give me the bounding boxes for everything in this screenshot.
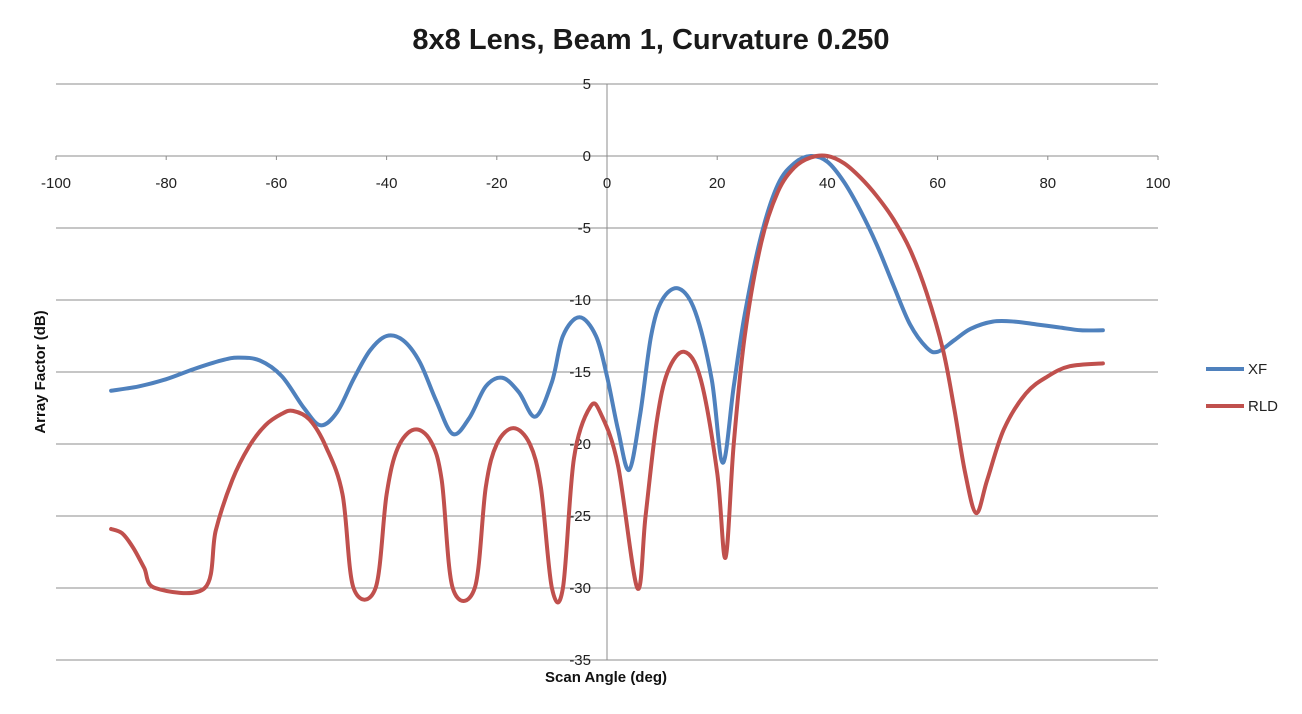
y-tick-label: -25 bbox=[569, 508, 591, 525]
legend-label-rld: RLD bbox=[1248, 398, 1278, 415]
y-tick-label: -30 bbox=[569, 580, 591, 597]
x-tick-label: 0 bbox=[603, 175, 611, 192]
x-tick-label: 60 bbox=[929, 175, 946, 192]
x-tick-label: -80 bbox=[155, 175, 177, 192]
x-tick-label: 100 bbox=[1145, 175, 1170, 192]
legend-label-xf: XF bbox=[1248, 361, 1267, 378]
y-tick-label: -10 bbox=[569, 292, 591, 309]
series-lines bbox=[109, 153, 1105, 605]
chart-title: 8x8 Lens, Beam 1, Curvature 0.250 bbox=[412, 24, 889, 56]
y-tick-label: -20 bbox=[569, 436, 591, 453]
y-tick-label: -15 bbox=[569, 364, 591, 381]
y-tick-label: -35 bbox=[569, 652, 591, 669]
x-tick-label: -20 bbox=[486, 175, 508, 192]
series-line-rld bbox=[109, 153, 1105, 605]
y-tick-labels: 5 0 -5 -10 -15 -20 -25 -30 -35 bbox=[569, 76, 591, 669]
y-tick-label: 0 bbox=[583, 148, 591, 165]
legend: XF RLD bbox=[1206, 361, 1278, 415]
x-tick-label: 80 bbox=[1039, 175, 1056, 192]
y-axis-label: Array Factor (dB) bbox=[32, 310, 49, 433]
x-axis-label: Scan Angle (deg) bbox=[545, 669, 667, 686]
y-tick-label: -5 bbox=[578, 220, 591, 237]
x-tick-label: -60 bbox=[266, 175, 288, 192]
x-tick-label: 20 bbox=[709, 175, 726, 192]
x-tick-label: -40 bbox=[376, 175, 398, 192]
x-tick-labels: -100 -80 -60 -40 -20 0 20 40 60 80 100 bbox=[41, 175, 1171, 192]
x-tick-label: -100 bbox=[41, 175, 71, 192]
series-line-xf bbox=[109, 153, 1105, 472]
x-tick-label: 40 bbox=[819, 175, 836, 192]
y-tick-label: 5 bbox=[583, 76, 591, 93]
